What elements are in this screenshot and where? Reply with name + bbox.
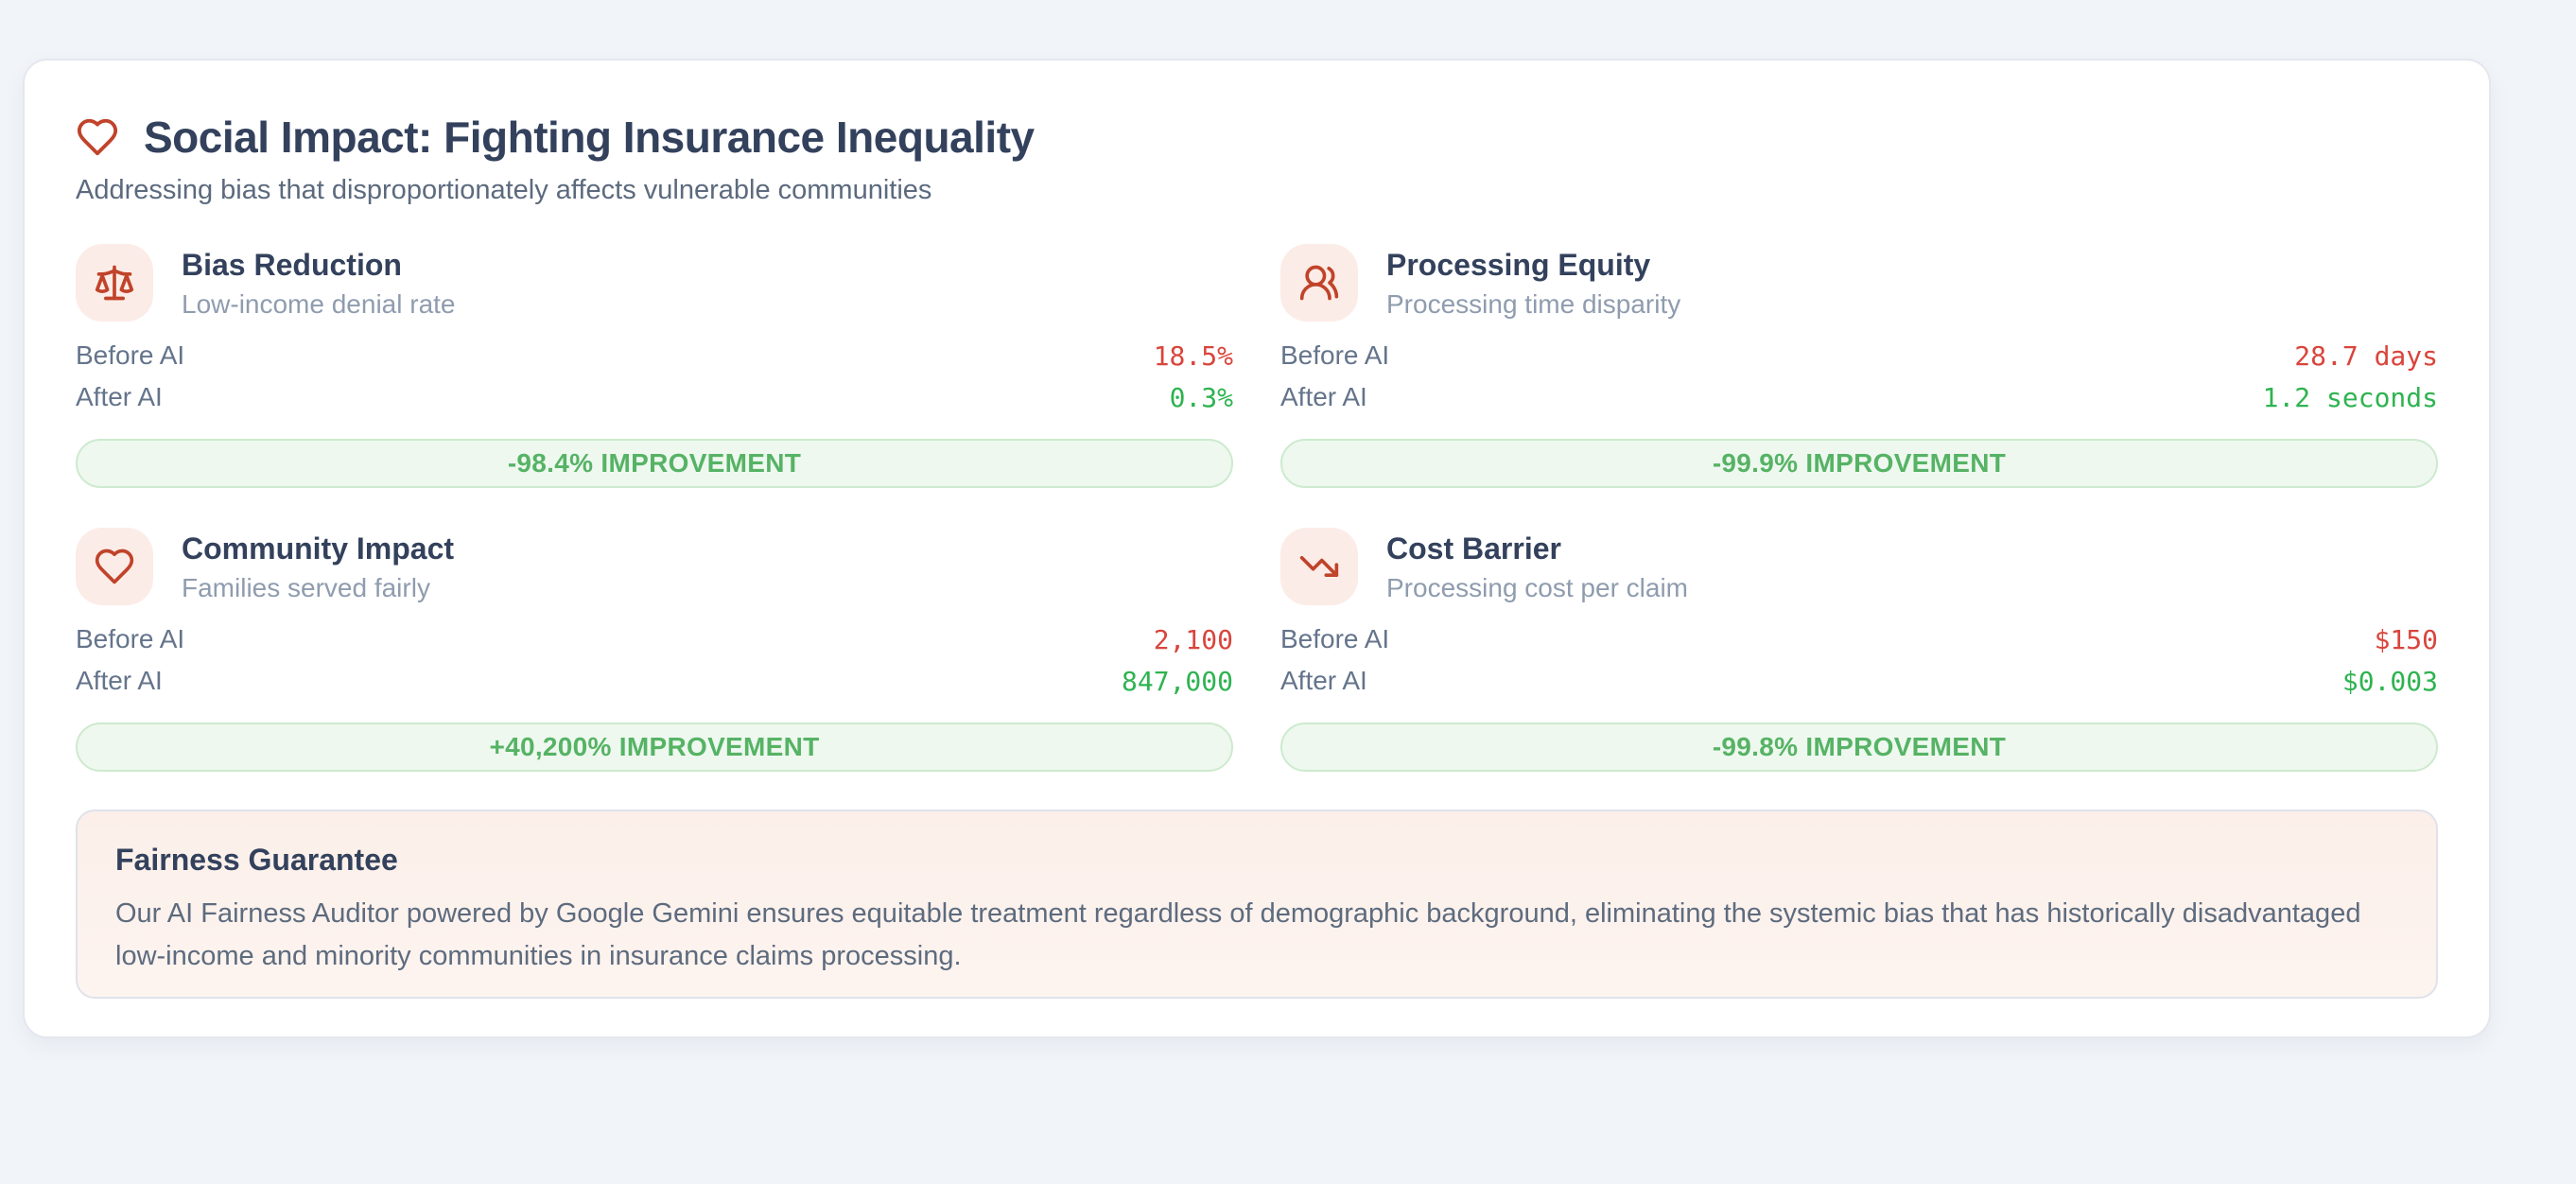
metric-subtitle: Families served fairly xyxy=(182,572,430,602)
after-ai-row: After AI $0.003 xyxy=(1280,660,2438,702)
before-ai-row: Before AI 28.7 days xyxy=(1280,335,2438,376)
metric-cost-barrier: Cost Barrier Processing cost per claim B… xyxy=(1280,528,2438,772)
heart-icon xyxy=(76,528,153,605)
fairness-guarantee-panel: Fairness Guarantee Our AI Fairness Audit… xyxy=(76,810,2438,999)
metric-header-text: Community Impact Families served fairly xyxy=(182,531,454,603)
metric-subtitle: Low-income denial rate xyxy=(182,288,456,319)
improvement-badge: -98.4% IMPROVEMENT xyxy=(76,439,1233,488)
after-ai-label: After AI xyxy=(76,666,163,695)
metric-title: Processing Equity xyxy=(1386,247,1651,282)
metric-header: Processing Equity Processing time dispar… xyxy=(1280,244,2438,322)
after-ai-row: After AI 847,000 xyxy=(76,660,1233,702)
metric-rows: Before AI $150 After AI $0.003 xyxy=(1280,618,2438,702)
before-ai-label: Before AI xyxy=(76,340,185,370)
before-ai-value: 28.7 days xyxy=(2294,340,2438,372)
metric-header-text: Bias Reduction Low-income denial rate xyxy=(182,247,456,320)
before-ai-label: Before AI xyxy=(76,624,185,653)
before-ai-label: Before AI xyxy=(1280,624,1390,653)
before-ai-value: 2,100 xyxy=(1153,623,1233,655)
metric-rows: Before AI 18.5% After AI 0.3% xyxy=(76,335,1233,418)
improvement-badge: -99.8% IMPROVEMENT xyxy=(1280,723,2438,772)
metric-subtitle: Processing cost per claim xyxy=(1386,572,1689,602)
after-ai-label: After AI xyxy=(1280,666,1367,695)
before-ai-value: $150 xyxy=(2374,623,2438,655)
metric-community-impact: Community Impact Families served fairly … xyxy=(76,528,1233,772)
metric-header: Bias Reduction Low-income denial rate xyxy=(76,244,1233,322)
metric-grid: Bias Reduction Low-income denial rate Be… xyxy=(76,244,2438,772)
trending-down-icon xyxy=(1280,528,1358,605)
after-ai-row: After AI 1.2 seconds xyxy=(1280,376,2438,418)
before-ai-value: 18.5% xyxy=(1153,340,1233,372)
page-subtitle: Addressing bias that disproportionately … xyxy=(76,175,932,205)
metric-rows: Before AI 28.7 days After AI 1.2 seconds xyxy=(1280,335,2438,418)
fairness-guarantee-title: Fairness Guarantee xyxy=(115,843,398,877)
metric-title: Community Impact xyxy=(182,531,455,566)
improvement-badge: -99.9% IMPROVEMENT xyxy=(1280,439,2438,488)
after-ai-row: After AI 0.3% xyxy=(76,376,1233,418)
before-ai-label: Before AI xyxy=(1280,340,1390,370)
improvement-badge: +40,200% IMPROVEMENT xyxy=(76,723,1233,772)
before-ai-row: Before AI $150 xyxy=(1280,618,2438,660)
metric-subtitle: Processing time disparity xyxy=(1386,288,1681,319)
scale-icon xyxy=(76,244,153,322)
metric-title: Bias Reduction xyxy=(182,247,402,282)
social-impact-card: Social Impact: Fighting Insurance Inequa… xyxy=(23,59,2491,1038)
page-header: Social Impact: Fighting Insurance Inequa… xyxy=(76,110,2438,165)
after-ai-value: 847,000 xyxy=(1121,665,1233,697)
users-icon xyxy=(1280,244,1358,322)
metric-header-text: Processing Equity Processing time dispar… xyxy=(1386,247,1680,320)
metric-header: Cost Barrier Processing cost per claim xyxy=(1280,528,2438,605)
heart-icon xyxy=(76,115,119,159)
after-ai-value: 1.2 seconds xyxy=(2262,381,2438,413)
metric-processing-equity: Processing Equity Processing time dispar… xyxy=(1280,244,2438,488)
before-ai-row: Before AI 2,100 xyxy=(76,618,1233,660)
metric-title: Cost Barrier xyxy=(1386,531,1561,566)
fairness-guarantee-body: Our AI Fairness Auditor powered by Googl… xyxy=(115,898,2361,971)
metric-rows: Before AI 2,100 After AI 847,000 xyxy=(76,618,1233,702)
metric-header: Community Impact Families served fairly xyxy=(76,528,1233,605)
after-ai-label: After AI xyxy=(1280,382,1367,411)
after-ai-value: 0.3% xyxy=(1169,381,1233,413)
after-ai-label: After AI xyxy=(76,382,163,411)
metric-header-text: Cost Barrier Processing cost per claim xyxy=(1386,531,1688,603)
after-ai-value: $0.003 xyxy=(2341,665,2438,697)
metric-bias-reduction: Bias Reduction Low-income denial rate Be… xyxy=(76,244,1233,488)
before-ai-row: Before AI 18.5% xyxy=(76,335,1233,376)
page-title: Social Impact: Fighting Insurance Inequa… xyxy=(144,113,1035,162)
